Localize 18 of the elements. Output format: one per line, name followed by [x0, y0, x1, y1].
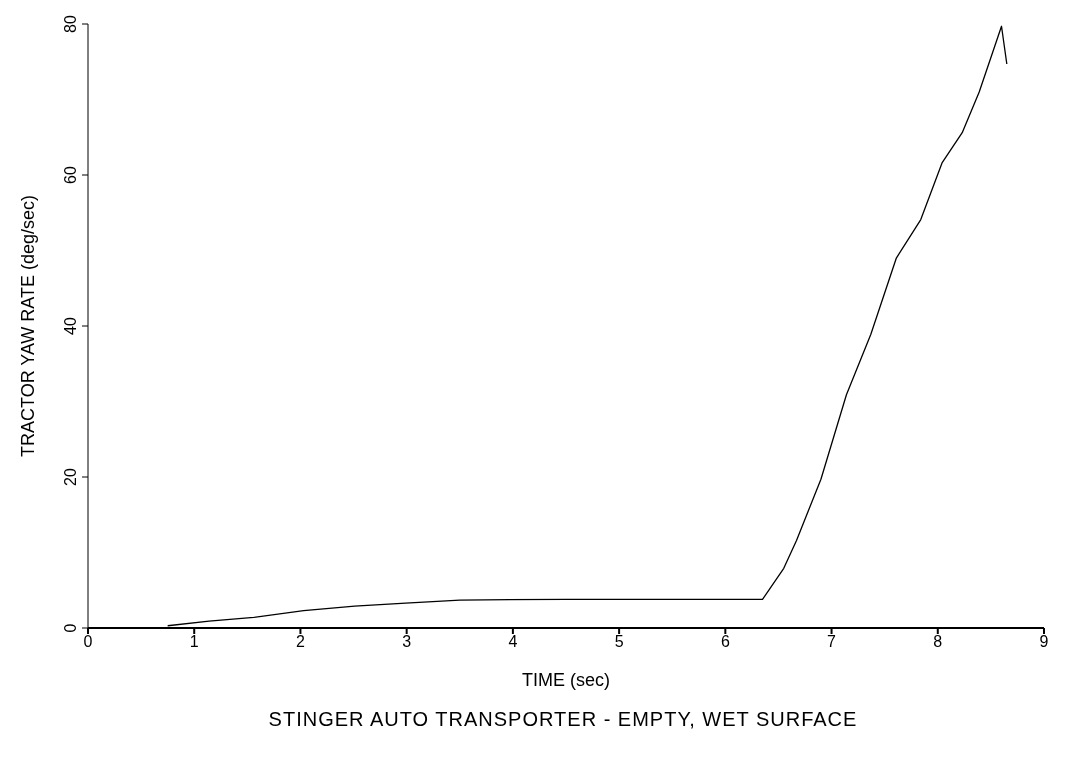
x-tick-label: 3 [402, 633, 412, 651]
y-axis-title: TRACTOR YAW RATE (deg/sec) [18, 194, 39, 458]
y-tick-label: 60 [62, 166, 79, 184]
x-tick-label: 5 [614, 633, 624, 651]
x-tick-label: 9 [1039, 633, 1049, 651]
x-tick-label: 8 [933, 633, 943, 651]
y-tick-label: 40 [62, 317, 79, 335]
x-tick-label: 2 [295, 633, 305, 651]
x-tick-label: 4 [508, 633, 518, 651]
y-tick-label: 0 [62, 623, 79, 633]
y-tick-label: 20 [62, 468, 79, 486]
x-tick-label: 1 [189, 633, 199, 651]
x-tick-label: 0 [83, 633, 93, 651]
x-axis-title: TIME (sec) [522, 670, 610, 690]
x-tick-label: 6 [720, 633, 730, 651]
text: STINGER AUTO TRANSPORTER - EMPTY, WET SURFACE [267, 708, 859, 731]
x-tick-label: 7 [827, 633, 837, 651]
y-tick-label: 80 [62, 15, 79, 33]
